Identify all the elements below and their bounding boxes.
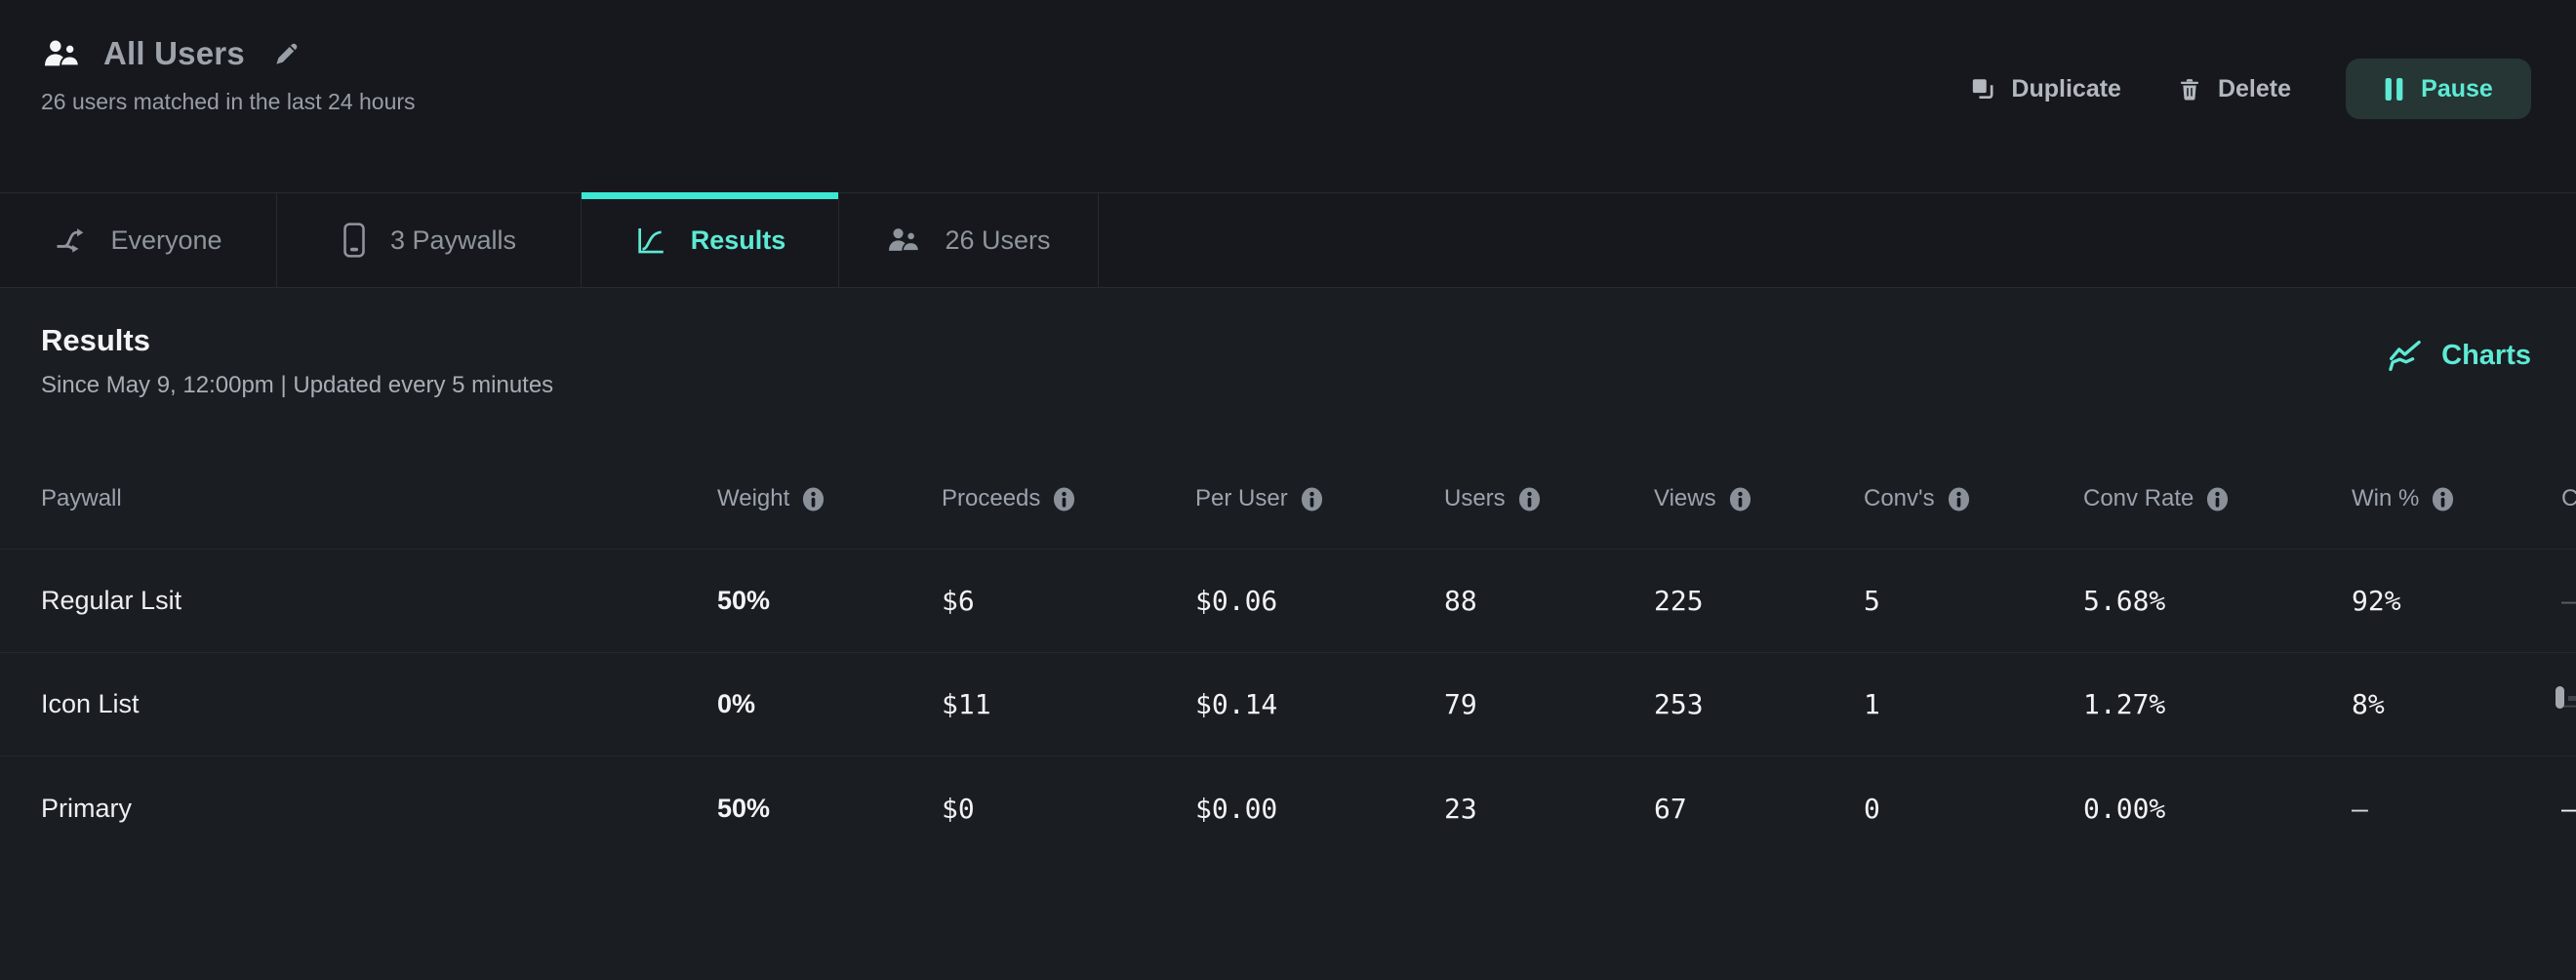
- weight-cell: 0%: [717, 689, 756, 718]
- delete-label: Delete: [2217, 74, 2291, 102]
- convs-cell: 1: [1864, 688, 1880, 720]
- table-row-icon-list[interactable]: Icon List 0% $11 $0.14 79 253 1 1.27% 8%…: [0, 653, 2576, 756]
- col-header-per-user: Per User: [1195, 485, 1444, 512]
- paywall-name-cell: Regular Lsit: [41, 586, 182, 615]
- duplicate-label: Duplicate: [2011, 74, 2121, 102]
- cutoff-cell: –: [2561, 793, 2576, 825]
- col-header-win-pct: Win %: [2352, 485, 2561, 512]
- tab-results-label: Results: [690, 225, 786, 255]
- paywall-name-cell: Primary: [41, 793, 132, 823]
- matched-users-subtitle: 26 users matched in the last 24 hours: [41, 89, 416, 114]
- col-header-cutoff: C: [2561, 485, 2576, 511]
- trash-icon: [2176, 74, 2203, 103]
- users-cell: 88: [1444, 585, 1477, 617]
- page-title: All Users: [103, 35, 245, 71]
- win-pct-cell: 92%: [2352, 585, 2401, 617]
- proceeds-cell: $0: [942, 792, 975, 825]
- edit-title-button[interactable]: [272, 39, 302, 68]
- charts-link[interactable]: Charts: [2388, 339, 2531, 373]
- results-header: Results Since May 9, 12:00pm | Updated e…: [0, 288, 2576, 449]
- tab-results[interactable]: Results: [582, 192, 839, 287]
- phone-icon: [342, 222, 367, 259]
- views-cell: 225: [1654, 585, 1704, 617]
- views-cell: 67: [1654, 792, 1687, 825]
- pause-label: Pause: [2421, 74, 2493, 102]
- col-header-conv-rate: Conv Rate: [2083, 485, 2352, 512]
- results-table: Paywall Weight Proceeds Per User Users V…: [0, 449, 2576, 860]
- paywall-name-cell: Icon List: [41, 689, 140, 718]
- tab-bar-filler: [1099, 193, 2576, 287]
- charts-label: Charts: [2441, 340, 2531, 371]
- tab-bar: Everyone 3 Paywalls Results: [0, 192, 2576, 288]
- info-icon[interactable]: [1052, 486, 1076, 512]
- win-pct-cell: –: [2352, 792, 2368, 825]
- pause-icon: [2384, 77, 2404, 102]
- copy-icon: [1968, 75, 1996, 103]
- proceeds-cell: $6: [942, 585, 975, 617]
- tab-paywalls[interactable]: 3 Paywalls: [277, 193, 582, 287]
- cutoff-pill-dash: [2568, 696, 2576, 701]
- topbar: All Users 26 users matched in the last 2…: [0, 0, 2576, 192]
- table-row-primary[interactable]: Primary 50% $0 $0.00 23 67 0 0.00% – –: [0, 756, 2576, 860]
- results-title: Results: [41, 323, 150, 357]
- col-header-convs: Conv's: [1864, 485, 2083, 512]
- split-arrows-icon: [54, 224, 87, 257]
- views-cell: 253: [1654, 688, 1704, 720]
- info-icon[interactable]: [801, 486, 825, 512]
- cutoff-cell: –: [2561, 585, 2576, 617]
- pause-button[interactable]: Pause: [2346, 59, 2531, 119]
- tab-everyone[interactable]: Everyone: [0, 193, 277, 287]
- cutoff-pill: [2556, 686, 2564, 709]
- results-subtitle: Since May 9, 12:00pm | Updated every 5 m…: [41, 372, 554, 398]
- info-icon[interactable]: [1947, 486, 1971, 512]
- col-header-proceeds: Proceeds: [942, 485, 1195, 512]
- col-header-weight: Weight: [717, 485, 942, 512]
- convs-cell: 5: [1864, 585, 1880, 617]
- users-cell: 23: [1444, 792, 1477, 825]
- tab-everyone-label: Everyone: [110, 225, 222, 255]
- weight-cell: 50%: [717, 586, 771, 615]
- win-pct-cell: 8%: [2352, 688, 2385, 720]
- tab-paywalls-label: 3 Paywalls: [389, 225, 517, 255]
- delete-button[interactable]: Delete: [2176, 74, 2291, 103]
- info-icon[interactable]: [2431, 486, 2455, 512]
- col-header-users: Users: [1444, 485, 1654, 512]
- per-user-cell: $0.06: [1195, 585, 1278, 617]
- info-icon[interactable]: [2205, 486, 2230, 512]
- duplicate-button[interactable]: Duplicate: [1968, 75, 2121, 103]
- title-group: All Users 26 users matched in the last 2…: [41, 35, 416, 115]
- header-actions: Duplicate Delete: [1968, 59, 2531, 119]
- proceeds-cell: $11: [942, 688, 991, 720]
- per-user-cell: $0.00: [1195, 792, 1278, 825]
- table-row-regular-lsit[interactable]: Regular Lsit 50% $6 $0.06 88 225 5 5.68%…: [0, 550, 2576, 653]
- tab-users-label: 26 Users: [945, 225, 1051, 255]
- tab-users[interactable]: 26 Users: [839, 193, 1099, 287]
- conv-rate-cell: 5.68%: [2083, 585, 2166, 617]
- info-icon[interactable]: [1300, 486, 1324, 512]
- users-cell: 79: [1444, 688, 1477, 720]
- info-icon[interactable]: [1728, 486, 1752, 512]
- chart-curve-icon: [634, 224, 667, 257]
- weight-cell: 50%: [717, 793, 771, 823]
- convs-cell: 0: [1864, 792, 1880, 825]
- table-header-row: Paywall Weight Proceeds Per User Users V…: [0, 449, 2576, 550]
- pencil-icon: [272, 39, 302, 68]
- users-icon: [886, 225, 921, 255]
- col-header-paywall: Paywall: [41, 485, 122, 511]
- line-chart-icon: [2388, 339, 2425, 373]
- conv-rate-cell: 1.27%: [2083, 688, 2166, 720]
- conv-rate-cell: 0.00%: [2083, 792, 2166, 825]
- info-icon[interactable]: [1517, 486, 1542, 512]
- col-header-views: Views: [1654, 485, 1864, 512]
- per-user-cell: $0.14: [1195, 688, 1278, 720]
- users-icon: [41, 37, 82, 70]
